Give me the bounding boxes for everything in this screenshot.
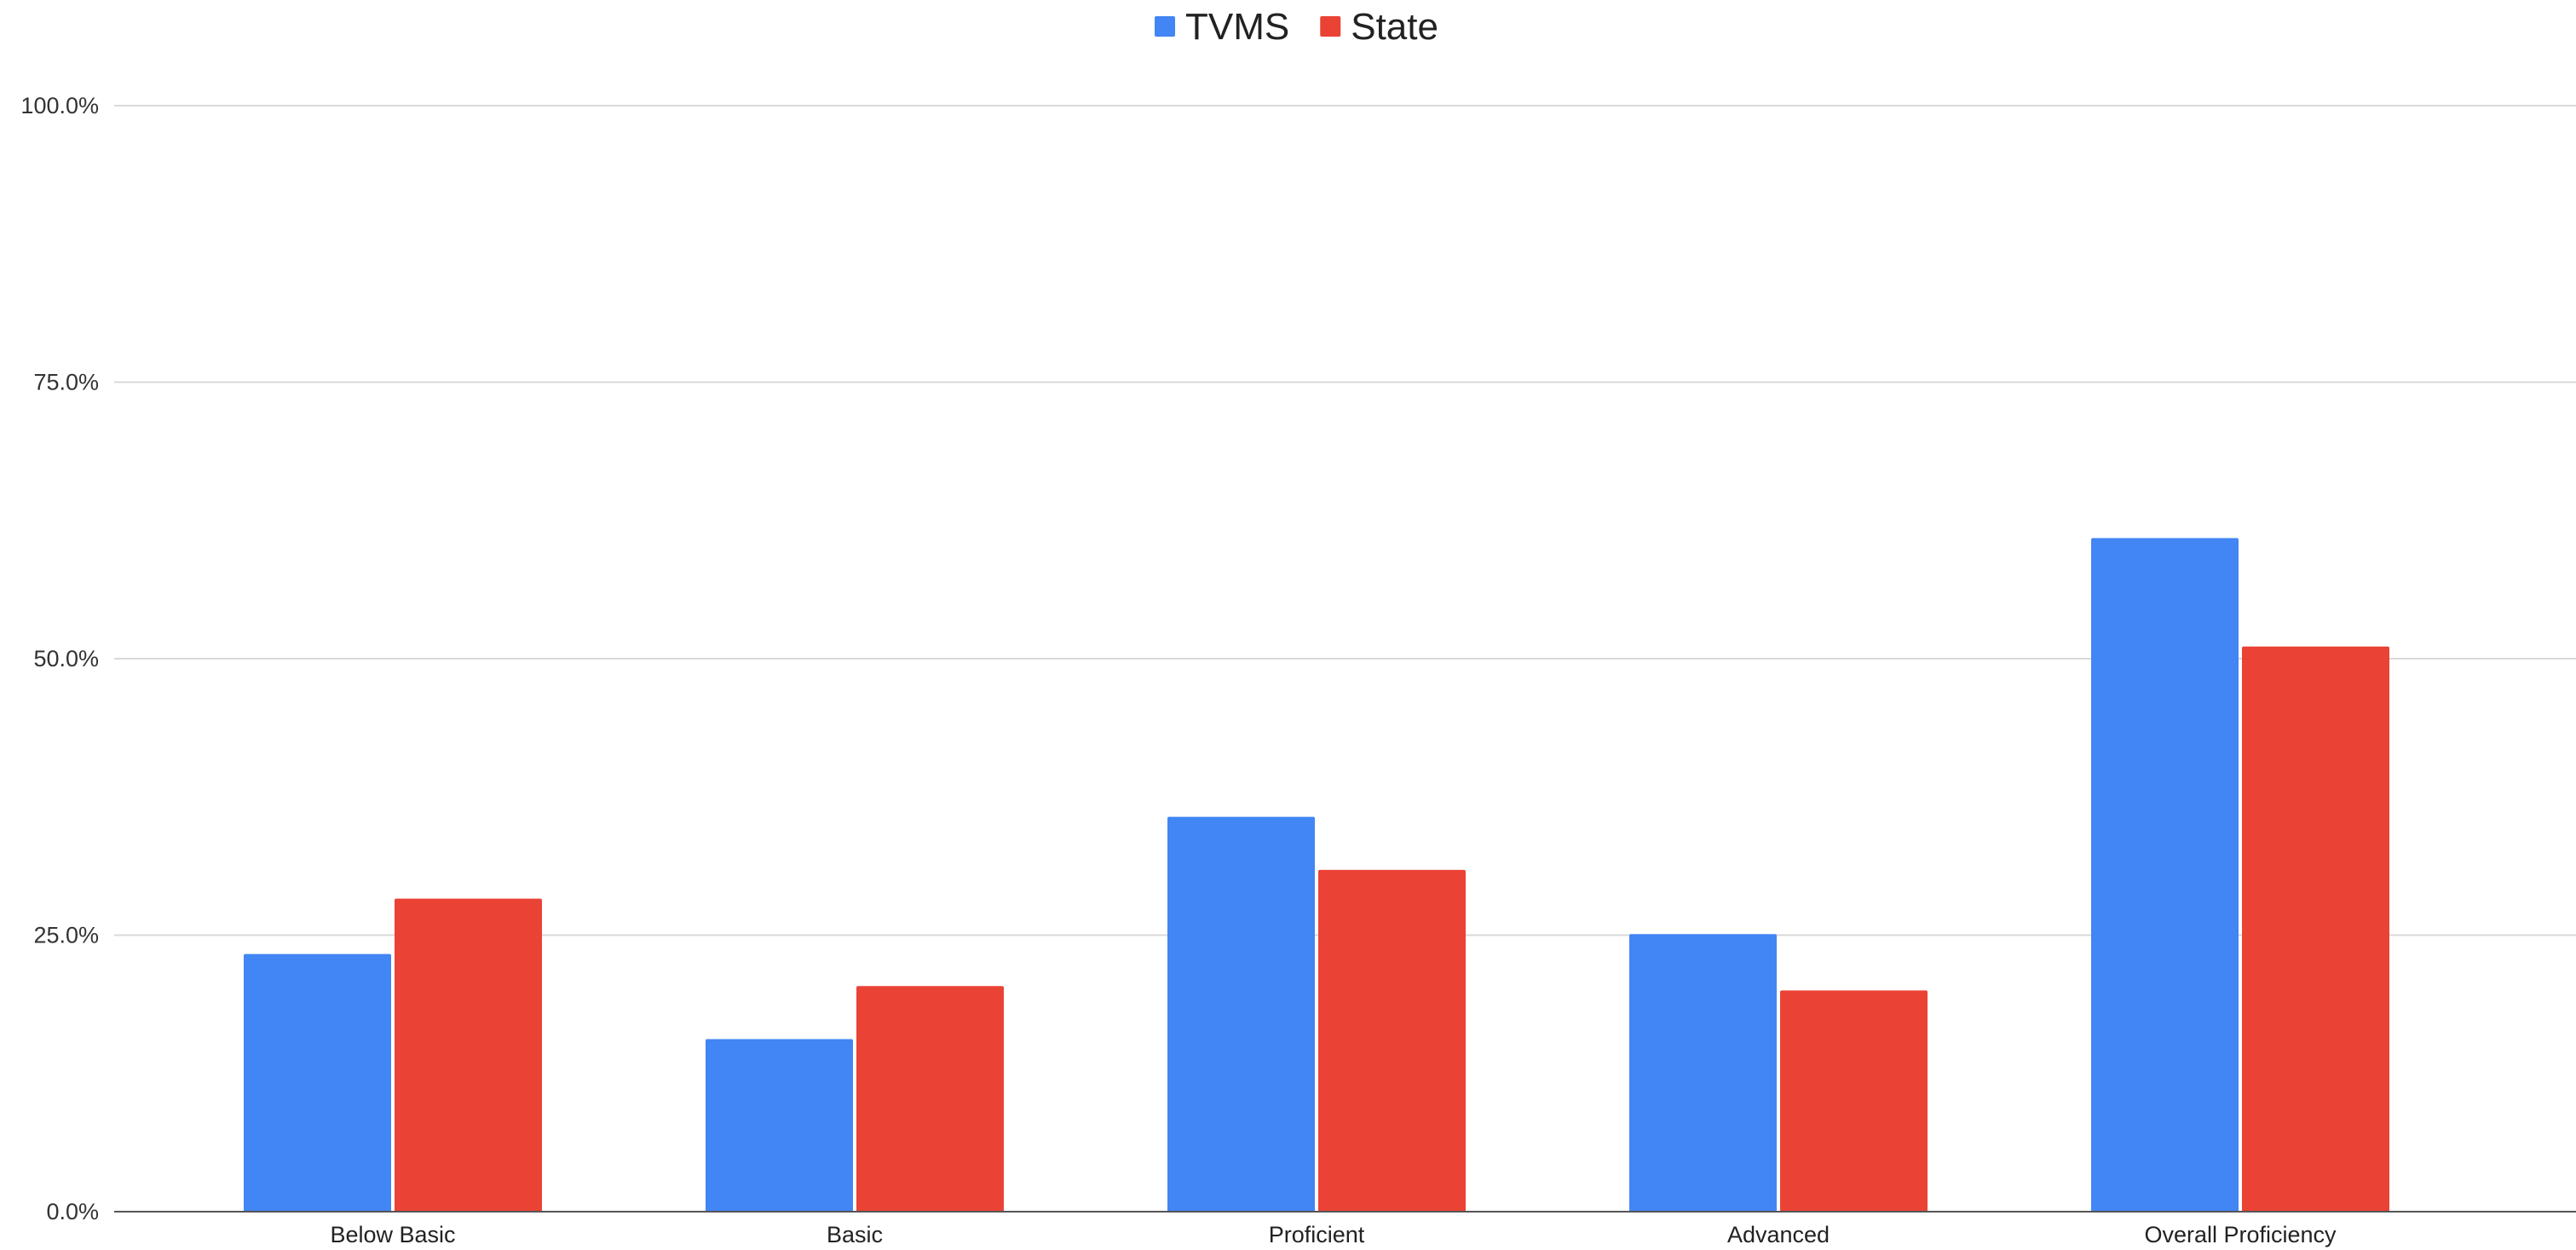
bar-state-basic[interactable] — [856, 986, 1004, 1212]
legend-label: State — [1351, 6, 1438, 48]
legend[interactable]: TVMS State — [1155, 6, 1438, 48]
y-tick-label: 100.0% — [20, 93, 99, 118]
y-tick-label: 25.0% — [33, 923, 99, 948]
legend-swatch — [1320, 16, 1341, 37]
x-axis-ticks: Below Basic Basic Proficient Advanced Overal… — [330, 1222, 2337, 1247]
bar-tvms-advanced[interactable] — [1629, 934, 1777, 1212]
bar-state-below-basic[interactable] — [395, 898, 542, 1212]
y-axis-ticks: 0.0% 25.0% 50.0% 75.0% 100.0% — [20, 93, 99, 1224]
y-tick-label: 75.0% — [33, 370, 99, 395]
x-tick-label: Proficient — [1269, 1222, 1365, 1247]
x-tick-label: Advanced — [1727, 1222, 1830, 1247]
y-tick-label: 50.0% — [33, 646, 99, 671]
legend-swatch — [1155, 16, 1176, 37]
bar-state-overall-proficiency[interactable] — [2242, 646, 2389, 1212]
legend-item-tvms[interactable]: TVMS — [1155, 6, 1289, 48]
x-tick-label: Overall Proficiency — [2144, 1222, 2337, 1247]
bar-tvms-proficient[interactable] — [1167, 816, 1315, 1212]
legend-item-state[interactable]: State — [1320, 6, 1438, 48]
bar-tvms-overall-proficiency[interactable] — [2091, 538, 2239, 1212]
bar-tvms-basic[interactable] — [706, 1039, 853, 1212]
bar-state-advanced[interactable] — [1780, 990, 1928, 1212]
x-tick-label: Below Basic — [330, 1222, 455, 1247]
legend-label: TVMS — [1185, 6, 1289, 48]
bars — [244, 538, 2389, 1212]
y-tick-label: 0.0% — [46, 1199, 99, 1224]
x-tick-label: Basic — [827, 1222, 883, 1247]
bar-tvms-below-basic[interactable] — [244, 953, 391, 1212]
bar-state-proficient[interactable] — [1318, 869, 1466, 1212]
